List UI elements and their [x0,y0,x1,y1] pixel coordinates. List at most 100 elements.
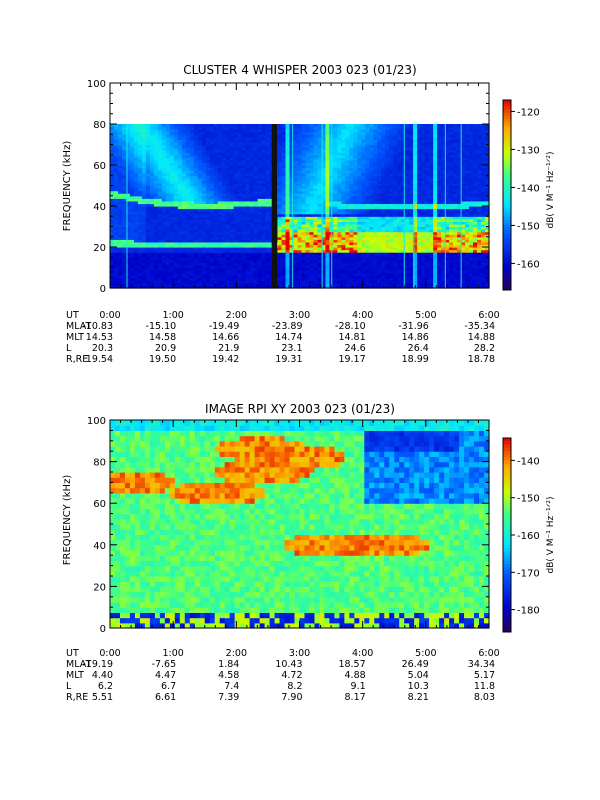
y-tick-label: 0 [100,624,106,635]
ephemeris-value: 34.34 [468,659,495,670]
panel-image-rpi: IMAGE RPI XY 2003 023 (01/23) 0 20 40 60 80 1… [62,402,556,703]
colorbar-tick-label: -120 [517,107,540,118]
time-tick-label: 1:00 [162,648,183,659]
colorbar-tick-label: -140 [517,456,540,467]
colorbar-tick-label: -160 [517,531,540,542]
ephemeris-value: 19.17 [338,354,365,365]
panel-1-y-axis-label: FREQUENCY (kHz) [62,141,73,232]
ephemeris-value: 6.61 [155,692,176,703]
ephemeris-value: 7.90 [281,692,302,703]
y-tick-label: 60 [93,499,106,510]
ephemeris-value: -19.49 [209,321,240,332]
ephemeris-value: 20.3 [92,343,113,354]
ephemeris-value: 21.9 [218,343,239,354]
ephemeris-value: 8.17 [345,692,366,703]
y-tick-label: 20 [93,243,106,254]
ephemeris-row-label: MLAT [66,321,91,332]
ephemeris-value: -10.83 [82,321,113,332]
ephemeris-value: 7.4 [224,681,239,692]
y-tick-label: 0 [100,284,106,295]
colorbar-tick-label: -130 [517,145,540,156]
time-tick-label: 4:00 [352,310,373,321]
ephemeris-value: 19.50 [149,354,176,365]
ephemeris-value: 4.88 [345,670,366,681]
time-tick-label: 6:00 [478,648,499,659]
ephemeris-value: 6.2 [98,681,113,692]
ephemeris-value: 26.49 [402,659,429,670]
colorbar-tick-label: -160 [517,259,540,270]
ephemeris-value: 9.1 [351,681,366,692]
y-tick-label: 40 [93,202,106,213]
ephemeris-value: 19.31 [275,354,302,365]
ephemeris-value: -28.10 [335,321,366,332]
y-tick-label: 80 [93,120,106,131]
ephemeris-value: 8.21 [408,692,429,703]
ephemeris-table: UT 0:00 1:00 2:00 3:00 4:00 5:00 6:00 MLAT-19.19… [66,648,500,703]
ephemeris-row-label: MLAT [66,659,91,670]
time-tick-label: 3:00 [289,310,310,321]
panel-1-colorbar-label: dB( V M⁻¹ Hz⁻¹ᐟ²) [546,151,556,228]
ephemeris-value: 6.7 [161,681,176,692]
panel-2-colorbar-label: dB( V M⁻¹ Hz⁻¹ᐟ²) [546,496,556,573]
ephemeris-value: 18.99 [402,354,429,365]
ephemeris-row-label: MLT [66,670,84,681]
panel-1-plot-area: 0 20 40 60 80 100 -120 -130 -140 -150 -160 UT 0:00 1:… [66,79,540,365]
ephemeris-value: 4.40 [92,670,113,681]
ephemeris-value: -7.65 [152,659,177,670]
time-tick-label: 0:00 [99,648,120,659]
colorbar-tick-label: -170 [517,568,540,579]
ephemeris-value: 20.9 [155,343,176,354]
ephemeris-value: 14.88 [468,332,495,343]
ephemeris-value: 19.54 [86,354,113,365]
y-tick-label: 20 [93,582,106,593]
y-tick-label: 40 [93,541,106,552]
ephemeris-value: -15.10 [146,321,177,332]
time-tick-label: 5:00 [415,310,436,321]
ephemeris-value: 7.39 [218,692,239,703]
ephemeris-value: -19.19 [82,659,113,670]
panel-cluster-whisper: CLUSTER 4 WHISPER 2003 023 (01/23) 0 20 40… [62,63,556,365]
ephemeris-value: 18.78 [468,354,495,365]
ephemeris-row-label: L [66,681,72,692]
ephemeris-row-label: MLT [66,332,84,343]
spectrogram-cells [110,124,490,289]
time-tick-label: 2:00 [226,648,247,659]
colorbar: -120 -130 -140 -150 -160 [502,99,540,291]
ephemeris-value: 4.47 [155,670,176,681]
ephemeris-value: 14.74 [275,332,302,343]
ephemeris-value: -35.34 [464,321,495,332]
ephemeris-value: 5.51 [92,692,113,703]
time-tick-label: 1:00 [162,310,183,321]
ephemeris-value: 5.04 [408,670,429,681]
colorbar: -140 -150 -160 -170 -180 [502,437,540,633]
ephemeris-value: 1.84 [218,659,239,670]
ephemeris-value: 8.2 [287,681,302,692]
ephemeris-value: 14.81 [338,332,365,343]
ephemeris-value: 28.2 [474,343,495,354]
ephemeris-row-label: R,RE [66,354,88,365]
y-tick-label: 100 [87,416,106,427]
ephemeris-row-label: UT [66,310,79,321]
ephemeris-value: 8.03 [474,692,495,703]
time-tick-label: 3:00 [289,648,310,659]
panel-2-plot-area: 0 20 40 60 80 100 -140 -150 -160 -170 -180 UT 0:00 1:… [66,416,540,703]
ephemeris-value: 10.43 [275,659,302,670]
ephemeris-row-label: R,RE [66,692,88,703]
ephemeris-value: 4.58 [218,670,239,681]
ephemeris-value: 11.8 [474,681,495,692]
ephemeris-value: 14.66 [212,332,239,343]
ephemeris-value: 14.58 [149,332,176,343]
colorbar-tick-label: -150 [517,221,540,232]
ephemeris-value: 19.42 [212,354,239,365]
time-tick-label: 4:00 [352,648,373,659]
ephemeris-value: 5.17 [474,670,495,681]
ephemeris-value: 14.53 [86,332,113,343]
ephemeris-value: -31.96 [398,321,429,332]
ephemeris-table: UT 0:00 1:00 2:00 3:00 4:00 5:00 6:00 MLAT-10.83… [66,310,500,365]
ephemeris-value: 4.72 [281,670,302,681]
y-tick-label: 60 [93,161,106,172]
ephemeris-value: 23.1 [281,343,302,354]
spectrogram-cells [110,420,490,629]
ephemeris-value: -23.89 [272,321,303,332]
